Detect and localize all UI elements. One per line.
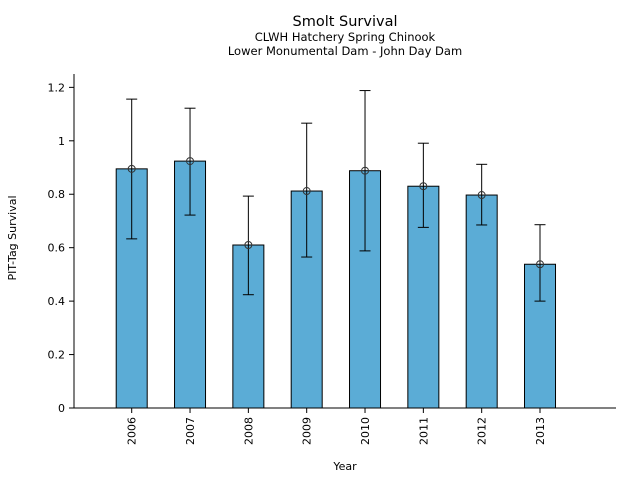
plot-area: 0 0.2 0.4 0.6 0.8 1 1.2 2006 2007 2008 2009 2010 201… — [48, 74, 616, 445]
y-tick-label: 0 — [58, 402, 65, 415]
x-axis-label: Year — [332, 460, 357, 473]
bar-2012 — [465, 194, 498, 409]
x-tick-label-2012: 2012 — [476, 417, 489, 445]
point-marker-2013 — [536, 260, 545, 269]
x-tick-label-2010: 2010 — [359, 417, 372, 445]
point-marker-2011 — [419, 182, 428, 191]
y-axis-label: PIT-Tag Survival — [6, 195, 19, 280]
x-tick-label-2011: 2011 — [417, 417, 430, 445]
x-tick-label-2009: 2009 — [301, 417, 314, 445]
y-tick-label: 1 — [58, 135, 65, 148]
point-marker-2006 — [127, 164, 136, 173]
chart-subtitle-line2: Lower Monumental Dam - John Day Dam — [228, 44, 462, 58]
chart-subtitle-line1: CLWH Hatchery Spring Chinook — [255, 30, 436, 44]
point-marker-2012 — [477, 191, 486, 200]
point-marker-2009 — [302, 187, 311, 196]
y-tick-label: 0.2 — [48, 349, 66, 362]
point-marker-2007 — [186, 157, 195, 166]
x-tick-label-2013: 2013 — [534, 417, 547, 445]
point-marker-2008 — [244, 241, 253, 250]
x-tick-label-2008: 2008 — [242, 417, 255, 445]
chart-title: Smolt Survival — [293, 14, 398, 30]
y-tick-label: 0.4 — [48, 295, 66, 308]
x-tick-label-2006: 2006 — [126, 417, 139, 445]
y-tick-label: 0.8 — [48, 188, 66, 201]
y-tick-label: 1.2 — [48, 81, 66, 94]
y-tick-label: 0.6 — [48, 242, 66, 255]
point-marker-2010 — [361, 166, 370, 175]
x-tick-label-2007: 2007 — [184, 417, 197, 445]
